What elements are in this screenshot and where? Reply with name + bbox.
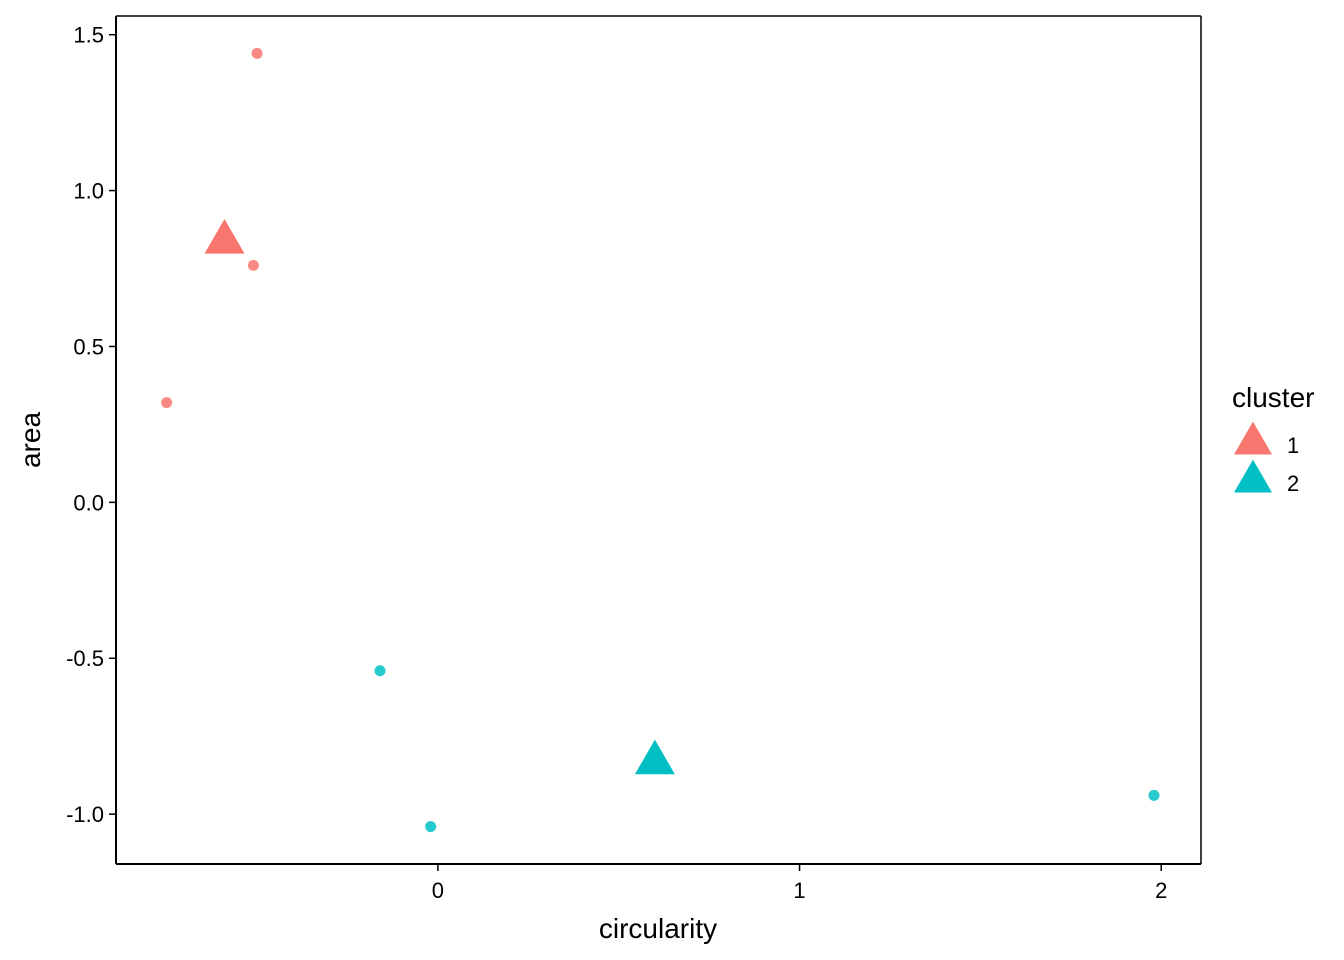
data-point-cluster-2	[1148, 789, 1160, 801]
legend-label-1: 1	[1287, 433, 1299, 458]
y-tick-label: -0.5	[66, 646, 104, 671]
plot-panel	[116, 16, 1201, 864]
data-marks	[161, 47, 1160, 833]
x-axis-ticks: 0 1 2	[432, 864, 1167, 903]
x-tick-label: 2	[1155, 878, 1167, 903]
cluster-center-1	[204, 218, 245, 254]
data-point-cluster-2	[374, 665, 386, 677]
y-tick-label: 0.0	[73, 490, 104, 515]
data-point-cluster-2	[425, 821, 437, 833]
y-axis-ticks: -1.0 -0.5 0.0 0.5 1.0 1.5	[66, 23, 116, 827]
y-tick-label: 0.5	[73, 334, 104, 359]
legend: cluster 1 2	[1232, 382, 1314, 496]
data-point-cluster-1	[251, 47, 263, 59]
y-tick-label: 1.5	[73, 23, 104, 48]
y-tick-label: 1.0	[73, 179, 104, 204]
legend-title: cluster	[1232, 382, 1314, 413]
legend-label-2: 2	[1287, 471, 1299, 496]
x-tick-label: 0	[432, 878, 444, 903]
y-tick-label: -1.0	[66, 802, 104, 827]
x-tick-label: 1	[793, 878, 805, 903]
data-point-cluster-1	[247, 259, 259, 271]
x-axis-title: circularity	[599, 913, 717, 944]
y-axis-title: area	[15, 412, 46, 468]
legend-key-1	[1234, 421, 1272, 455]
cluster-center-2	[634, 739, 675, 775]
data-point-cluster-1	[161, 397, 173, 409]
legend-key-2	[1234, 459, 1272, 493]
